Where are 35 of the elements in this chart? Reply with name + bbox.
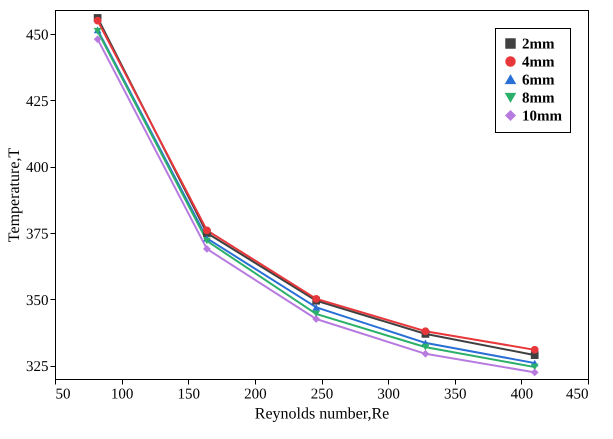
x-tick-label: 200 xyxy=(244,386,267,402)
point xyxy=(422,344,430,350)
y-tick-label: 400 xyxy=(26,160,48,176)
y-tick-label: 450 xyxy=(26,27,48,44)
point xyxy=(203,245,211,253)
point xyxy=(203,226,211,234)
point xyxy=(530,368,539,376)
legend-label: 4mm xyxy=(522,54,555,70)
point xyxy=(94,16,102,24)
legend-label: 10mm xyxy=(522,108,562,124)
legend-label: 8mm xyxy=(522,90,555,106)
point xyxy=(312,304,320,311)
x-tick-label: 400 xyxy=(510,386,534,402)
point xyxy=(530,346,539,354)
y-tick-label: 325 xyxy=(26,359,48,376)
point xyxy=(203,238,211,244)
legend-label: 6mm xyxy=(522,72,555,88)
point xyxy=(312,315,320,323)
y-tick-label: 375 xyxy=(26,226,48,242)
x-tick-label: 50 xyxy=(56,386,70,402)
legend-label: 2mm xyxy=(522,36,555,52)
y-axis-title: Temperature,T xyxy=(6,148,23,242)
x-axis-title: Reynolds number,Re xyxy=(254,406,390,422)
point xyxy=(530,364,539,370)
x-tick-label: 150 xyxy=(178,386,200,402)
x-tick-label: 100 xyxy=(110,386,134,402)
x-tick-label: 450 xyxy=(566,386,588,402)
point xyxy=(422,350,430,358)
x-tick-label: 350 xyxy=(444,386,466,402)
point xyxy=(422,327,430,336)
point xyxy=(94,35,102,44)
y-tick-label: 350 xyxy=(26,292,48,309)
x-tick-label: 250 xyxy=(310,386,334,402)
y-tick-label: 425 xyxy=(26,94,48,110)
x-tick-label: 300 xyxy=(377,386,400,402)
